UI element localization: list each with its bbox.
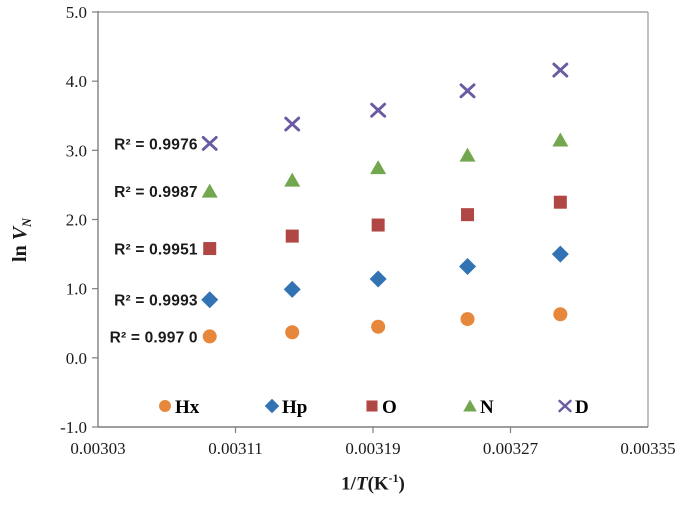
legend-label-Hx: Hx: [175, 397, 200, 418]
data-point-Hp: [369, 270, 387, 288]
r2-annotation-O: R² = 0.9951: [114, 242, 198, 259]
y-axis-title-v: V: [9, 226, 31, 241]
y-axis-title-ln: ln: [9, 240, 31, 262]
r2-annotation-D: R² = 0.9976: [114, 136, 198, 153]
y-tick-label: 0.0: [66, 349, 87, 368]
data-point-O: [285, 229, 299, 243]
data-point-Hx: [202, 329, 217, 344]
y-tick-label: 4.0: [66, 72, 87, 91]
data-point-O: [461, 208, 475, 222]
legend-marker-Hp: [264, 398, 280, 414]
data-point-Hx: [460, 312, 475, 327]
y-axis-title: ln VN: [9, 218, 35, 262]
data-point-N: [370, 160, 387, 175]
r2-annotation-Hx: R² = 0.997 0: [110, 329, 198, 346]
x-tick-label: 0.00335: [620, 439, 675, 458]
y-tick-label: 1.0: [66, 280, 87, 299]
x-tick-label: 0.00311: [208, 439, 263, 458]
series-N: [201, 132, 569, 198]
data-point-Hx: [285, 325, 300, 340]
data-point-D: [459, 83, 476, 99]
x-tick-label: 0.00319: [345, 439, 400, 458]
data-point-D: [284, 116, 301, 132]
y-tick-label: 5.0: [66, 3, 87, 22]
legend-marker-N: [463, 399, 477, 412]
series-Hp: [201, 245, 569, 309]
x-tick-label: 0.00327: [483, 439, 539, 458]
data-point-Hp: [459, 258, 477, 276]
r2-annotation-Hp: R² = 0.9993: [114, 293, 198, 310]
data-point-N: [552, 132, 569, 147]
legend-marker-O: [366, 400, 378, 412]
y-tick-label: 3.0: [66, 141, 87, 160]
data-point-D: [370, 102, 387, 118]
data-point-N: [459, 147, 476, 162]
legend-label-O: O: [382, 397, 397, 418]
y-tick-label: -1.0: [60, 418, 87, 437]
data-point-Hx: [553, 307, 568, 322]
data-point-O: [203, 242, 217, 256]
legend-label-N: N: [480, 397, 494, 418]
legend-marker-D: [558, 399, 572, 413]
x-axis-title-t: T: [355, 473, 368, 495]
series-Hx: [202, 307, 568, 344]
data-point-O: [371, 218, 385, 232]
data-point-D: [201, 135, 218, 151]
series-D: [201, 62, 569, 151]
data-point-Hp: [201, 291, 219, 309]
data-point-D: [552, 62, 569, 78]
data-point-N: [284, 172, 301, 187]
x-axis-title-mid: (K: [367, 473, 389, 495]
legend-label-D: D: [575, 397, 589, 418]
legend-marker-Hx: [159, 400, 171, 412]
x-axis-title-sup: -1: [388, 472, 399, 485]
x-axis-title-suffix: ): [398, 473, 405, 495]
data-point-Hp: [551, 245, 569, 263]
legend-label-Hp: Hp: [282, 397, 307, 418]
r2-annotation-N: R² = 0.9987: [114, 184, 198, 201]
series-O: [203, 195, 567, 256]
x-axis-title: 1/T(K-1): [98, 472, 648, 495]
data-point-O: [553, 195, 567, 209]
y-axis-title-sub: N: [20, 218, 34, 227]
data-point-N: [201, 183, 218, 198]
x-tick-label: 0.00303: [70, 439, 125, 458]
data-point-Hp: [283, 280, 301, 298]
data-point-Hx: [371, 319, 386, 334]
y-tick-label: 2.0: [66, 211, 87, 230]
x-axis-title-prefix: 1/: [341, 473, 356, 495]
legend: Hx Hp O N D: [159, 397, 589, 418]
